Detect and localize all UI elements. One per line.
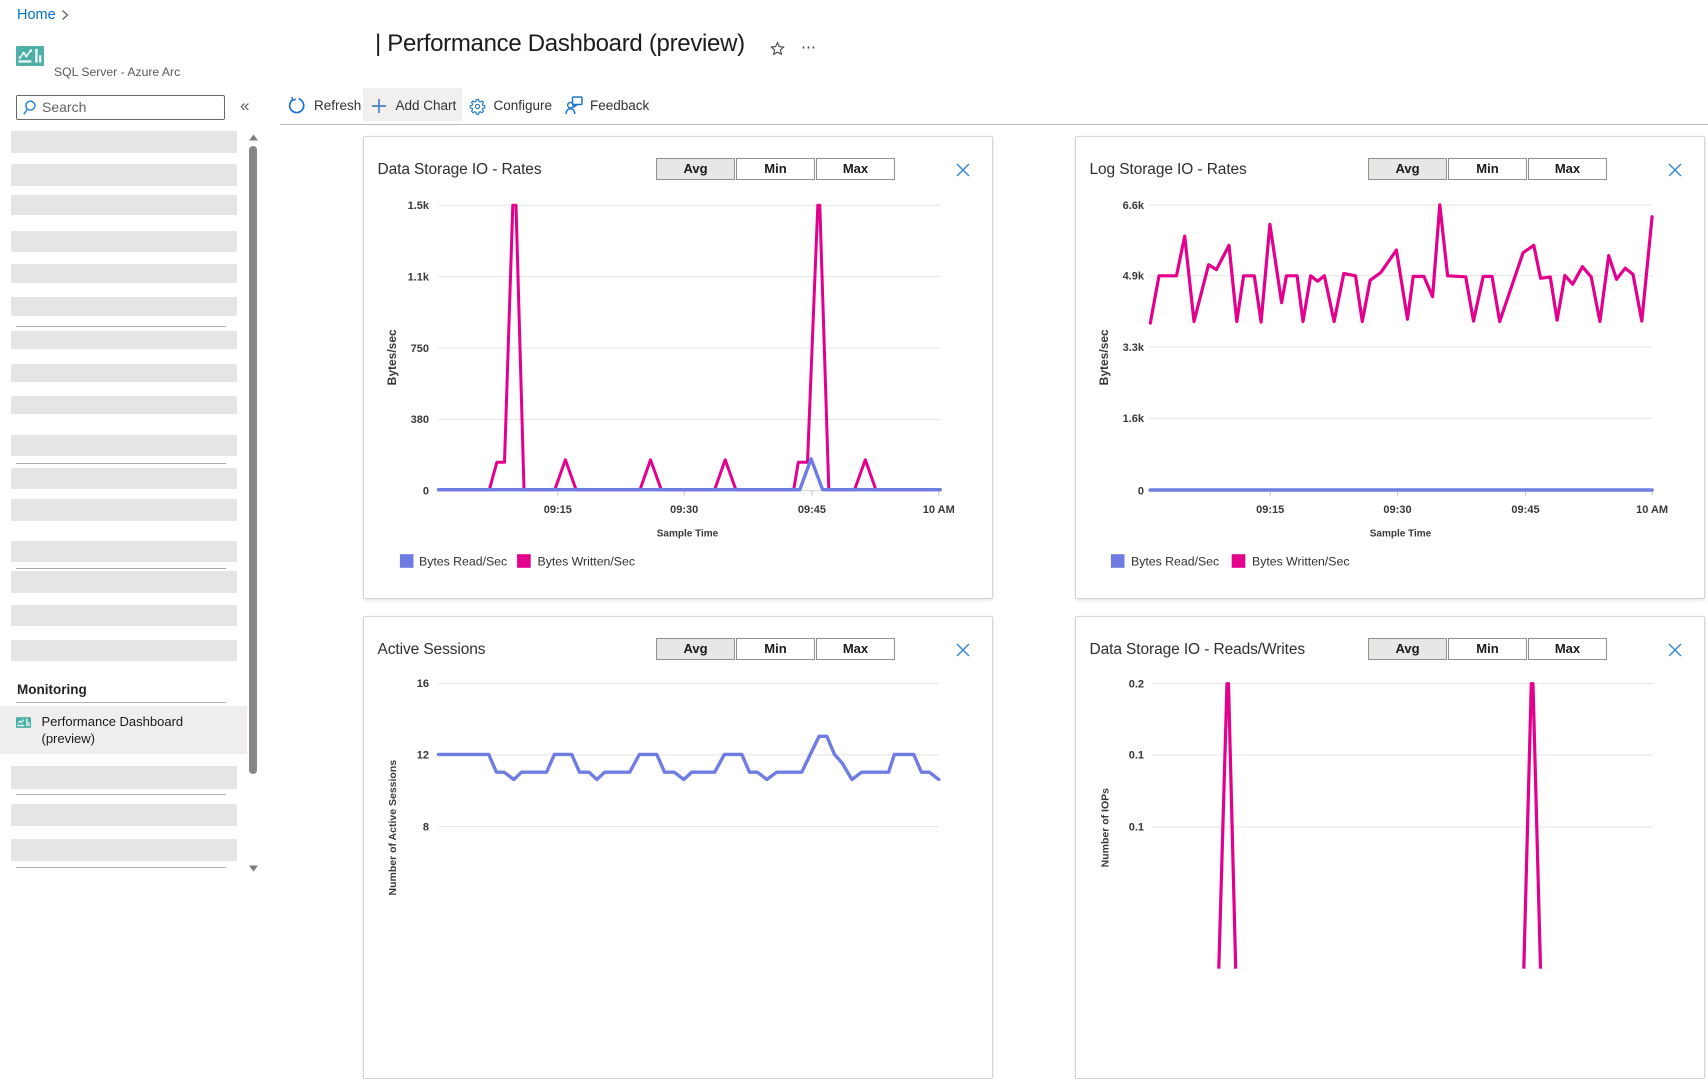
svg-text:0.2: 0.2 (1128, 679, 1143, 691)
svg-text:1.6k: 1.6k (1122, 413, 1144, 425)
svg-text:10 AM: 10 AM (922, 504, 954, 516)
svg-text:0.1: 0.1 (1128, 750, 1143, 762)
svg-text:Bytes Written/Sec: Bytes Written/Sec (537, 555, 635, 569)
svg-text:6.6k: 6.6k (1122, 200, 1144, 212)
svg-text:Sample Time: Sample Time (1369, 528, 1431, 539)
svg-text:10 AM: 10 AM (1636, 504, 1668, 516)
svg-text:09:30: 09:30 (670, 504, 698, 516)
svg-text:Bytes/sec: Bytes/sec (385, 329, 399, 385)
svg-text:Sample Time: Sample Time (656, 528, 718, 539)
svg-text:09:15: 09:15 (1256, 504, 1284, 516)
svg-text:16: 16 (416, 678, 428, 690)
svg-text:Bytes Read/Sec: Bytes Read/Sec (1131, 555, 1219, 569)
svg-text:09:45: 09:45 (797, 504, 825, 516)
svg-text:0: 0 (422, 486, 428, 498)
svg-text:1.1k: 1.1k (407, 272, 429, 284)
svg-text:Bytes/sec: Bytes/sec (1097, 329, 1111, 385)
svg-text:09:30: 09:30 (1383, 504, 1411, 516)
svg-text:8: 8 (422, 822, 428, 834)
svg-text:3.3k: 3.3k (1122, 342, 1144, 354)
svg-text:Number of IOPs: Number of IOPs (1099, 788, 1111, 868)
svg-text:4.9k: 4.9k (1122, 271, 1144, 283)
svg-text:380: 380 (410, 414, 428, 426)
svg-text:750: 750 (410, 343, 428, 355)
svg-text:Number of Active Sessions: Number of Active Sessions (387, 760, 399, 896)
svg-text:0: 0 (1137, 486, 1143, 498)
svg-text:1.5k: 1.5k (407, 200, 429, 212)
svg-text:09:45: 09:45 (1511, 504, 1539, 516)
svg-text:Bytes Read/Sec: Bytes Read/Sec (419, 555, 507, 569)
svg-text:Bytes Written/Sec: Bytes Written/Sec (1252, 555, 1350, 569)
svg-text:09:15: 09:15 (543, 504, 571, 516)
svg-text:12: 12 (416, 750, 428, 762)
svg-text:0.1: 0.1 (1128, 822, 1143, 834)
